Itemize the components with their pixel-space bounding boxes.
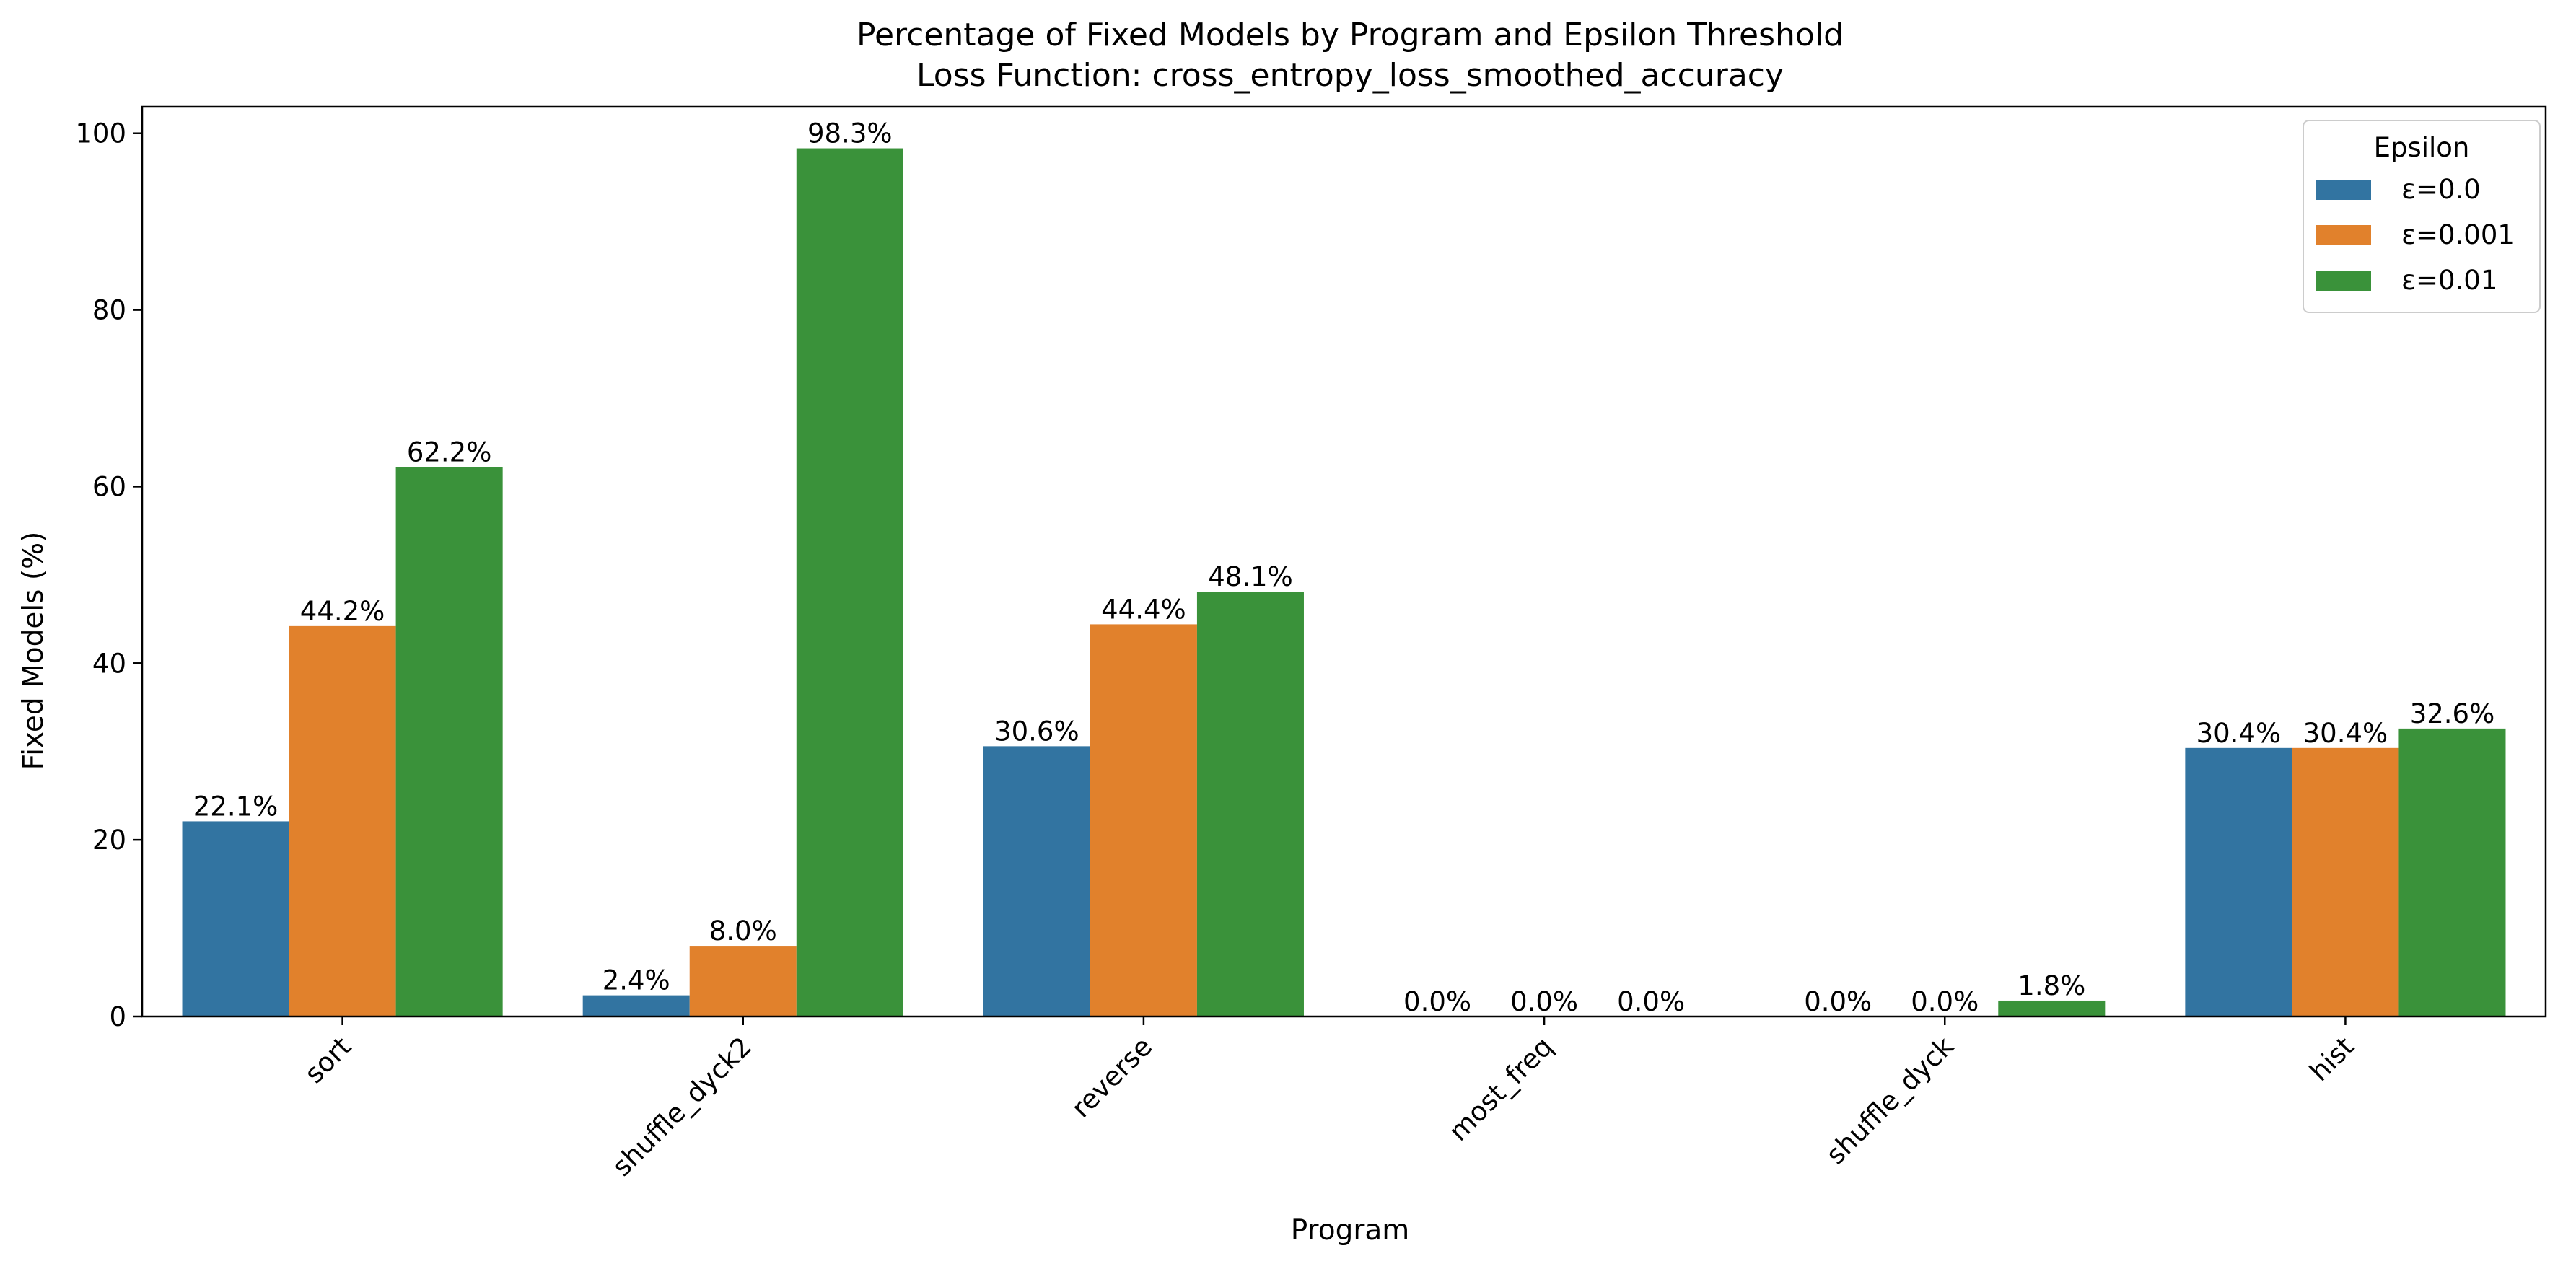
bar <box>689 946 797 1016</box>
bar-value-label: 8.0% <box>709 915 777 947</box>
bar <box>1090 624 1197 1016</box>
legend-title: Epsilon <box>2374 132 2470 163</box>
chart-subtitle: Loss Function: cross_entropy_loss_smooth… <box>916 57 1784 94</box>
legend-entry: ε=0.001 <box>2401 219 2515 250</box>
bar-value-label: 48.1% <box>1208 561 1293 592</box>
y-axis-label: Fixed Models (%) <box>17 532 50 770</box>
bar <box>983 746 1090 1016</box>
bar-value-label: 98.3% <box>807 118 893 149</box>
axes-frame <box>141 105 2547 1018</box>
bar-value-label: 1.8% <box>2018 970 2085 1001</box>
bar-value-label: 30.6% <box>994 716 1079 747</box>
bar-value-label: 44.2% <box>300 596 385 627</box>
y-tick-label: 0 <box>109 1001 126 1032</box>
bar-value-label: 0.0% <box>1804 986 1872 1017</box>
bar-value-label: 22.1% <box>193 791 279 822</box>
bar <box>182 821 289 1016</box>
bar-value-label: 0.0% <box>1911 986 1979 1017</box>
legend-swatch <box>2316 180 2371 200</box>
bar-value-label: 2.4% <box>603 965 670 996</box>
bar-value-label: 62.2% <box>407 437 492 468</box>
legend-box <box>2303 120 2541 313</box>
bar <box>582 995 690 1016</box>
y-tick-label: 40 <box>92 648 126 679</box>
bar-value-label: 0.0% <box>1617 986 1685 1017</box>
bar-value-label: 30.4% <box>2196 718 2282 749</box>
y-tick-label: 100 <box>75 118 126 149</box>
bar-value-label: 44.4% <box>1101 594 1186 625</box>
bar <box>395 467 503 1016</box>
bar <box>2292 747 2399 1016</box>
bar-value-label: 32.6% <box>2410 698 2495 729</box>
bar <box>1196 592 1304 1016</box>
bar <box>289 625 396 1016</box>
bar-value-label: 30.4% <box>2303 718 2388 749</box>
bar <box>796 148 903 1016</box>
x-axis-label: Program <box>1291 1214 1410 1247</box>
legend-swatch <box>2316 271 2371 291</box>
bar-value-label: 0.0% <box>1510 986 1578 1017</box>
y-tick-label: 60 <box>92 471 126 502</box>
bar-value-label: 0.0% <box>1403 986 1471 1017</box>
legend-swatch <box>2316 225 2371 245</box>
legend: Epsilon ε=0.0 ε=0.001 ε=0.01 <box>2303 120 2541 313</box>
y-tick-label: 20 <box>92 825 126 856</box>
legend-entry: ε=0.01 <box>2401 265 2497 296</box>
y-tick-label: 80 <box>92 295 126 326</box>
bar <box>2398 728 2506 1016</box>
chart-title: Percentage of Fixed Models by Program an… <box>857 17 1844 53</box>
legend-entry: ε=0.0 <box>2401 174 2481 205</box>
bar <box>2185 747 2292 1016</box>
bar <box>1998 1000 2106 1016</box>
